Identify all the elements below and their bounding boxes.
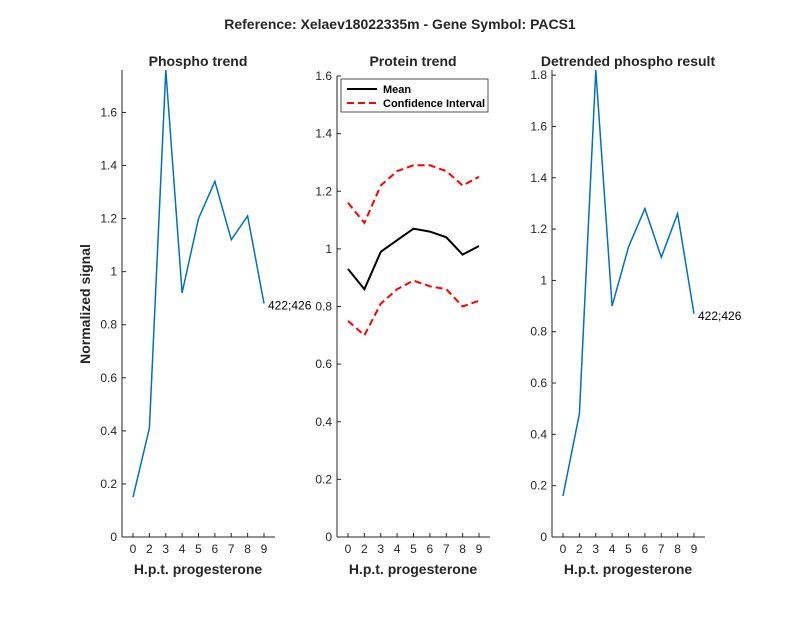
xtick-label: 8 xyxy=(459,542,466,556)
plot-area-detrended xyxy=(552,70,705,537)
series-line-detrended xyxy=(562,69,695,497)
annotation-detrended: 422;426 xyxy=(698,309,742,323)
ytick-label: 1.4 xyxy=(530,171,547,185)
series-line-ci-upper xyxy=(347,164,480,225)
ytick-label: 1.4 xyxy=(100,159,117,173)
xtick-label: 5 xyxy=(625,542,632,556)
ytick-label: 1 xyxy=(110,265,117,279)
marks-detrended xyxy=(562,69,695,497)
xtick-label: 3 xyxy=(592,542,599,556)
ytick-label: 1.6 xyxy=(100,105,117,119)
xtick-label: 2 xyxy=(361,542,368,556)
legend-box xyxy=(340,78,489,113)
panel-title-protein: Protein trend xyxy=(369,53,456,69)
ytick-label: 0 xyxy=(325,530,332,544)
plot-area-protein xyxy=(337,76,490,537)
ytick-label: 0.2 xyxy=(315,472,332,486)
series-line-mean xyxy=(347,227,480,292)
xtick-label: 2 xyxy=(146,542,153,556)
ytick-label: 0.4 xyxy=(100,424,117,438)
xtick-label: 0 xyxy=(345,542,352,556)
panel-title-phospho: Phospho trend xyxy=(149,53,248,69)
ytick-label: 1.2 xyxy=(315,184,332,198)
ytick-label: 1.2 xyxy=(100,212,117,226)
ytick-label: 1.6 xyxy=(315,69,332,83)
panel-protein-trend: Protein trend H.p.t. progesterone 0 0.2 0.… xyxy=(315,53,490,577)
xtick-label: 0 xyxy=(130,542,137,556)
xlabel-detrended: H.p.t. progesterone xyxy=(564,561,693,577)
xtick-label: 8 xyxy=(674,542,681,556)
annotation-phospho: 422;426 xyxy=(268,299,312,313)
legend: Mean Confidence Interval xyxy=(340,78,489,113)
legend-label-ci: Confidence Interval xyxy=(383,98,485,110)
panel-title-detrended: Detrended phospho result xyxy=(541,53,716,69)
xtick-label: 4 xyxy=(179,542,186,556)
xtick-label: 0 xyxy=(560,542,567,556)
xtick-label: 6 xyxy=(642,542,649,556)
panel-detrended-phospho: Detrended phospho result H.p.t. progeste… xyxy=(530,53,741,577)
ytick-label: 1.4 xyxy=(315,127,332,141)
ytick-label: 0.8 xyxy=(315,300,332,314)
ytick-label: 0 xyxy=(540,530,547,544)
xtick-label: 8 xyxy=(244,542,251,556)
ytick-label: 1 xyxy=(540,273,547,287)
ytick-label: 0.6 xyxy=(315,357,332,371)
ytick-label: 0.8 xyxy=(530,325,547,339)
ytick-label: 0.2 xyxy=(530,479,547,493)
ytick-label: 0 xyxy=(110,530,117,544)
ytick-label: 1.2 xyxy=(530,222,547,236)
series-line-phospho xyxy=(132,69,265,498)
ytick-label: 1.6 xyxy=(530,119,547,133)
xtick-label: 7 xyxy=(658,542,665,556)
plot-area-phospho xyxy=(122,70,275,537)
xtick-label: 4 xyxy=(394,542,401,556)
xtick-label: 5 xyxy=(410,542,417,556)
xtick-label: 6 xyxy=(212,542,219,556)
ticks-phospho: 00.20.40.60.811.21.41.60 2 3 4 5 6 7 8 9 xyxy=(100,105,267,556)
xlabel-protein: H.p.t. progesterone xyxy=(349,561,478,577)
xlabel-phospho: H.p.t. progesterone xyxy=(134,561,263,577)
ytick-label: 1 xyxy=(325,242,332,256)
xtick-label: 6 xyxy=(427,542,434,556)
xtick-label: 3 xyxy=(162,542,169,556)
xtick-label: 3 xyxy=(377,542,384,556)
ytick-label: 0.4 xyxy=(530,427,547,441)
legend-label-mean: Mean xyxy=(383,84,411,96)
ytick-label: 0.4 xyxy=(315,415,332,429)
marks-phospho xyxy=(132,69,265,498)
xtick-label: 4 xyxy=(609,542,616,556)
ytick-label: 1.8 xyxy=(530,68,547,82)
ticks-protein: 00.20.40.60.811.21.41.60 2 3 4 5 6 7 8 9 xyxy=(315,69,482,556)
panel-phospho-trend: Phospho trend H.p.t. progesterone Normal… xyxy=(77,53,312,577)
xtick-label: 5 xyxy=(195,542,202,556)
xtick-label: 9 xyxy=(691,542,698,556)
figure-title: Reference: Xelaev18022335m - Gene Symbol… xyxy=(224,16,576,32)
ytick-label: 0.2 xyxy=(100,477,117,491)
ytick-label: 0.6 xyxy=(100,371,117,385)
ytick-label: 0.6 xyxy=(530,376,547,390)
xtick-label: 9 xyxy=(261,542,268,556)
marks-protein xyxy=(347,164,480,337)
xtick-label: 7 xyxy=(443,542,450,556)
xtick-label: 9 xyxy=(476,542,483,556)
ylabel-phospho: Normalized signal xyxy=(77,244,93,364)
xtick-label: 7 xyxy=(228,542,235,556)
series-line-ci-lower xyxy=(347,279,480,337)
xtick-label: 2 xyxy=(576,542,583,556)
ticks-detrended: 00.20.40.60.811.21.41.61.80 2 3 4 5 6 7 8 9 xyxy=(530,68,697,556)
ytick-label: 0.8 xyxy=(100,318,117,332)
